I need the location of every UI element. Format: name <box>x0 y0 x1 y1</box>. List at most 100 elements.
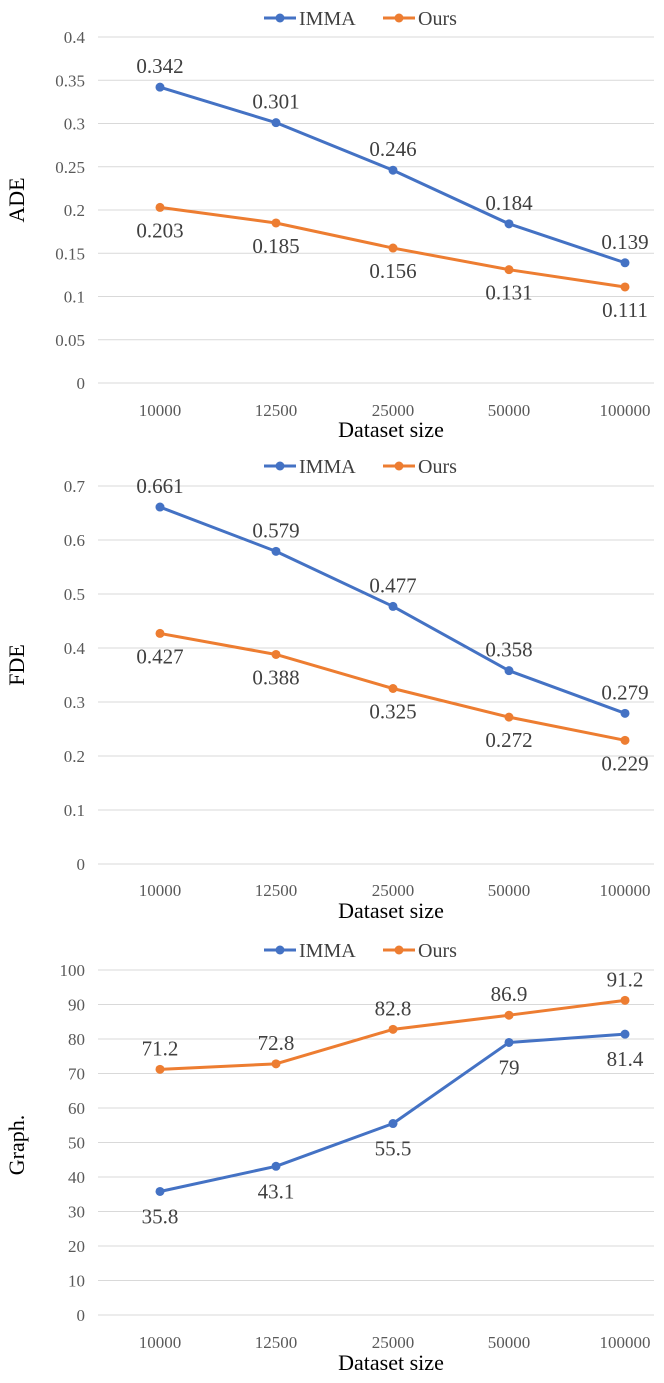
y-tick-label: 0.4 <box>64 639 86 658</box>
data-label-ours: 91.2 <box>607 967 644 991</box>
y-tick-label: 0.1 <box>64 801 85 820</box>
data-label-imma: 81.4 <box>607 1047 644 1071</box>
y-tick-label: 80 <box>68 1030 85 1049</box>
y-tick-label: 0 <box>77 374 86 393</box>
legend-swatch-marker-ours <box>394 13 404 23</box>
data-label-imma: 0.342 <box>136 54 183 78</box>
legend-label-imma: IMMA <box>299 456 356 478</box>
data-label-imma: 0.358 <box>485 638 532 662</box>
x-tick-label: 25000 <box>372 881 415 900</box>
x-tick-label: 12500 <box>255 1333 298 1352</box>
data-label-ours: 0.185 <box>252 234 299 258</box>
series-line-imma <box>159 85 626 265</box>
y-tick-label: 0.5 <box>64 585 85 604</box>
x-tick-label: 100000 <box>600 1333 651 1352</box>
x-tick-label: 25000 <box>372 401 415 420</box>
y-tick-label: 0.6 <box>64 531 85 550</box>
data-label-imma: 0.301 <box>252 90 299 114</box>
chart-panel-graph: 0 10 20 30 40 50 60 70 80 90 100 10000 12500 25000 500… <box>4 940 654 1375</box>
data-label-imma: 0.579 <box>252 518 299 542</box>
y-tick-label: 20 <box>68 1237 85 1256</box>
data-point-ours <box>504 265 514 275</box>
y-tick-label: 0.3 <box>64 693 85 712</box>
data-label-imma: 0.279 <box>601 680 648 704</box>
data-point-imma <box>271 118 281 128</box>
y-tick-label: 0.4 <box>64 28 86 47</box>
y-tick-label: 0.35 <box>55 71 85 90</box>
data-label-ours: 0.203 <box>136 218 183 242</box>
y-tick-label: 10 <box>68 1272 85 1291</box>
y-tick-label: 60 <box>68 1099 85 1118</box>
data-label-imma: 35.8 <box>142 1204 179 1228</box>
y-axis-title: FDE <box>4 644 29 686</box>
legend-label-ours: Ours <box>418 456 457 478</box>
y-tick-label: 0.7 <box>64 477 86 496</box>
y-tick-label: 0.1 <box>64 288 85 307</box>
data-point-ours <box>620 995 630 1005</box>
y-tick-label: 0.3 <box>64 115 85 134</box>
data-label-ours: 0.156 <box>369 259 416 283</box>
data-label-imma: 0.139 <box>601 230 648 254</box>
data-point-imma <box>155 82 165 92</box>
data-label-ours: 86.9 <box>491 982 528 1006</box>
data-label-ours: 0.272 <box>485 728 532 752</box>
data-point-ours <box>155 628 165 638</box>
x-tick-label: 100000 <box>600 881 651 900</box>
legend-label-ours: Ours <box>418 940 457 962</box>
y-tick-label: 0.05 <box>55 331 85 350</box>
legend-swatch-marker-ours <box>394 945 404 955</box>
data-point-imma <box>271 546 281 556</box>
data-point-ours <box>388 1024 398 1034</box>
data-point-ours <box>504 1010 514 1020</box>
legend-swatch-marker-imma <box>275 461 285 471</box>
x-tick-label: 12500 <box>255 881 298 900</box>
data-point-ours <box>271 218 281 228</box>
data-point-ours <box>620 282 630 292</box>
y-tick-label: 30 <box>68 1203 85 1222</box>
data-label-ours: 0.111 <box>602 298 648 322</box>
data-point-imma <box>155 502 165 512</box>
x-tick-label: 50000 <box>488 401 531 420</box>
y-tick-label: 0.2 <box>64 201 85 220</box>
data-point-imma <box>388 601 398 611</box>
y-tick-label: 0.2 <box>64 747 85 766</box>
legend: IMMA Ours <box>264 456 457 478</box>
data-point-imma <box>388 1119 398 1129</box>
legend-label-imma: IMMA <box>299 940 356 962</box>
x-axis-title: Dataset size <box>338 417 444 442</box>
data-point-imma <box>504 1037 514 1047</box>
data-point-imma <box>271 1161 281 1171</box>
y-tick-label: 40 <box>68 1168 85 1187</box>
legend-label-imma: IMMA <box>299 8 356 30</box>
data-point-imma <box>620 708 630 718</box>
data-label-ours: 71.2 <box>142 1036 179 1060</box>
x-axis-title: Dataset size <box>338 1350 444 1375</box>
legend-swatch-marker-ours <box>394 461 404 471</box>
data-label-imma: 0.246 <box>369 137 416 161</box>
data-point-ours <box>388 243 398 253</box>
data-point-ours <box>388 684 398 693</box>
data-point-imma <box>388 165 398 175</box>
data-label-ours: 0.427 <box>136 644 183 668</box>
data-point-imma <box>504 219 514 229</box>
x-tick-label: 100000 <box>600 401 651 420</box>
data-point-imma <box>620 1029 630 1039</box>
data-point-ours <box>271 1059 281 1069</box>
data-point-ours <box>504 712 514 722</box>
data-label-ours: 72.8 <box>258 1031 295 1055</box>
y-tick-label: 100 <box>60 961 86 980</box>
y-tick-label: 0.15 <box>55 244 85 263</box>
x-tick-label: 10000 <box>139 881 182 900</box>
data-label-imma: 0.661 <box>136 474 183 498</box>
chart-panel-ade: 0 0.05 0.1 0.15 0.2 0.25 0.3 0.35 0.4 10000 12500 2… <box>4 8 654 442</box>
data-label-imma: 0.477 <box>369 573 416 597</box>
data-point-ours <box>271 649 281 659</box>
x-tick-label: 10000 <box>139 401 182 420</box>
legend-swatch-marker-imma <box>275 945 285 955</box>
y-tick-label: 0 <box>77 1306 86 1325</box>
data-point-imma <box>504 666 514 676</box>
y-tick-label: 70 <box>68 1065 85 1084</box>
legend: IMMA Ours <box>264 8 457 30</box>
